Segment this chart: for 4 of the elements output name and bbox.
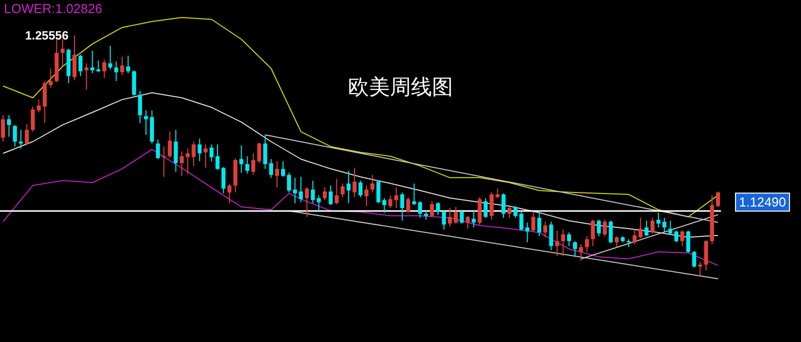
text: 欧美周线图: [348, 76, 453, 99]
text: 1.12490: [739, 194, 786, 210]
text: LOWER:1.02826: [4, 1, 102, 16]
annotation: 1.25556: [25, 28, 69, 43]
